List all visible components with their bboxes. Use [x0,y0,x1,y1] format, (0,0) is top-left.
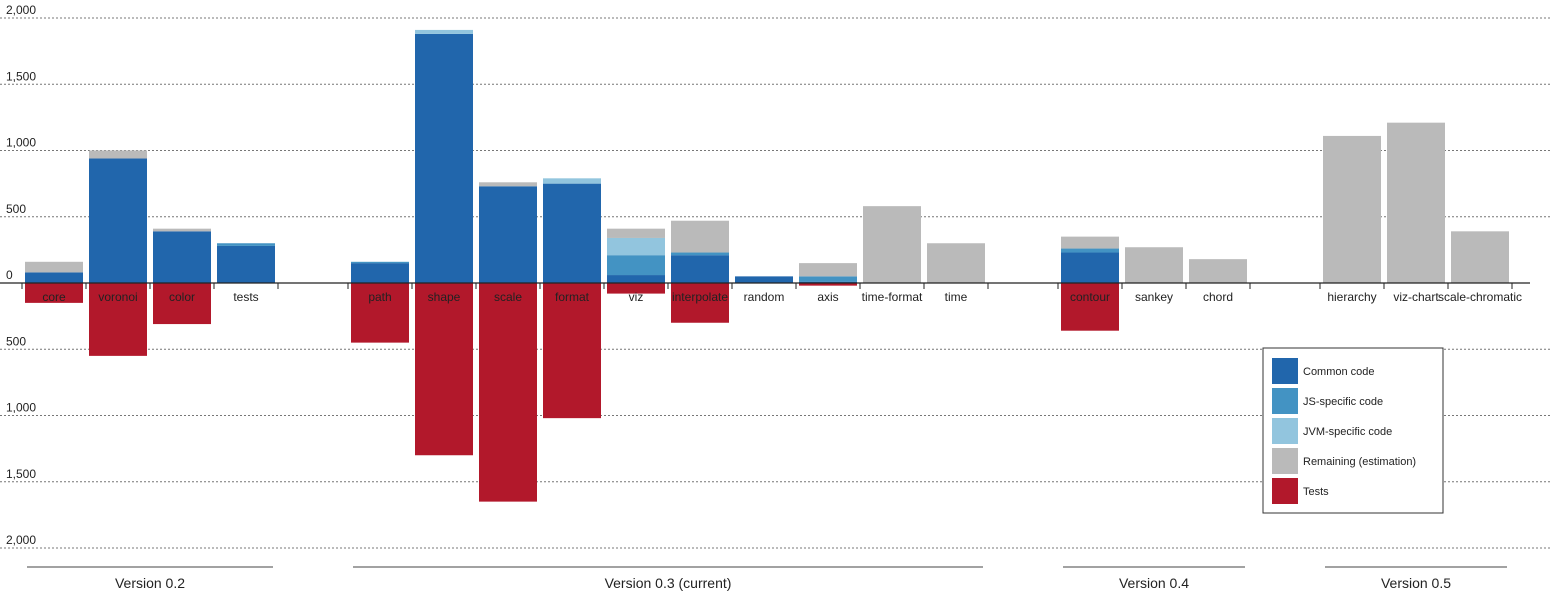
bar-viz-tests [607,283,665,294]
legend-swatch-tests [1272,478,1298,504]
bar-format-jvm [543,178,601,184]
legend-swatch-common [1272,358,1298,384]
bar-random-common [735,276,793,283]
bar-color-common [153,231,211,283]
version-group-label: Version 0.3 (current) [605,575,732,591]
bar-voronoi-tests [89,283,147,356]
category-label: interpolate [672,290,728,304]
bar-viz-common [607,275,665,283]
category-labels: core voronoi color tests path shape scale forma… [42,290,1522,304]
y-tick-label: 500 [6,202,26,216]
bar-interpolate-tests [671,283,729,323]
bar-contour-remaining [1061,236,1119,249]
bar-shape-jvm [415,29,473,34]
y-tick-label: 2,000 [6,3,36,17]
category-label: contour [1070,290,1110,304]
bar-axis-tests [799,283,857,286]
category-label: random [744,290,785,304]
bar-contour-common [1061,252,1119,283]
category-label: viz [629,290,644,304]
y-tick-label: 1,000 [6,401,36,415]
version-group-label: Version 0.4 [1119,575,1189,591]
bar-core-common [25,272,83,283]
y-tick-label: 1,500 [6,69,36,83]
y-tick-label: 500 [6,334,26,348]
bar-format-common [543,183,601,283]
category-label: scale-chromatic [1438,290,1522,304]
bar-contour-js [1061,248,1119,253]
legend-label-remaining: Remaining (estimation) [1303,456,1416,468]
bar-axis-common [799,281,857,283]
category-label: viz-chart [1393,290,1439,304]
bar-viz-js [607,255,665,276]
bar-axis-js [799,276,857,282]
category-label: time [945,290,968,304]
bar-tests-common [217,245,275,283]
bar-hierarchy-remaining [1323,135,1381,283]
bar-voronoi-common [89,158,147,283]
bar-shape-common [415,33,473,284]
legend-swatch-jvm [1272,418,1298,444]
bar-time-remaining [927,243,985,283]
bar-color-tests [153,283,211,325]
version-groups: Version 0.2 Version 0.3 (current) Version … [27,566,1507,591]
bar-scale-chromatic-remaining [1451,231,1509,283]
legend-swatch-remaining [1272,448,1298,474]
legend: Common code JS-specific code JVM-specific … [1262,347,1444,514]
axis-layer [0,282,1530,289]
bar-voronoi-remaining [89,150,147,159]
category-label: voronoi [98,290,137,304]
category-label: format [555,290,590,304]
bar-time-format-remaining [863,206,921,283]
version-group-label: Version 0.5 [1381,575,1451,591]
bar-color-remaining [153,228,211,232]
bar-viz-jvm [607,237,665,256]
bar-interpolate-js [671,252,729,256]
bar-interpolate-remaining [671,220,729,253]
bar-tests-js [217,243,275,246]
category-label: scale [494,290,522,304]
bar-format-tests [543,283,601,419]
bar-viz-remaining [607,228,665,238]
bar-scale-common [479,186,537,283]
y-tick-label: 1,000 [6,136,36,150]
bar-sankey-remaining [1125,247,1183,283]
bar-axis-remaining [799,263,857,277]
legend-label-common: Common code [1303,366,1375,378]
bar-shape-tests [415,283,473,456]
bar-path-js [351,261,409,264]
legend-swatch-js [1272,388,1298,414]
category-label: hierarchy [1327,290,1376,304]
bar-interpolate-common [671,255,729,283]
bar-path-tests [351,283,409,343]
legend-label-tests: Tests [1303,486,1329,498]
y-tick-label: 1,500 [6,467,36,481]
bar-scale-remaining [479,182,537,187]
bar-contour-tests [1061,283,1119,331]
bar-chord-remaining [1189,259,1247,283]
bar-path-common [351,263,409,283]
category-label: color [169,290,195,304]
version-group-label: Version 0.2 [115,575,185,591]
bars-layer [25,29,1509,502]
grid-layer: 2,000 1,500 1,000 500 0 500 1,000 1,500 2,000 [0,3,1550,549]
bar-core-tests [25,283,83,303]
category-label: tests [233,290,258,304]
bar-scale-tests [479,283,537,502]
category-label: sankey [1135,290,1173,304]
legend-label-js: JS-specific code [1303,396,1383,408]
category-label: shape [428,290,461,304]
category-label: chord [1203,290,1233,304]
category-label: time-format [862,290,923,304]
y-tick-label: 2,000 [6,533,36,547]
bar-viz-chart-remaining [1387,122,1445,283]
category-label: axis [817,290,838,304]
category-label: path [368,290,391,304]
bar-core-remaining [25,261,83,273]
category-label: core [42,290,66,304]
y-tick-label: 0 [6,268,13,282]
legend-label-jvm: JVM-specific code [1303,426,1392,438]
